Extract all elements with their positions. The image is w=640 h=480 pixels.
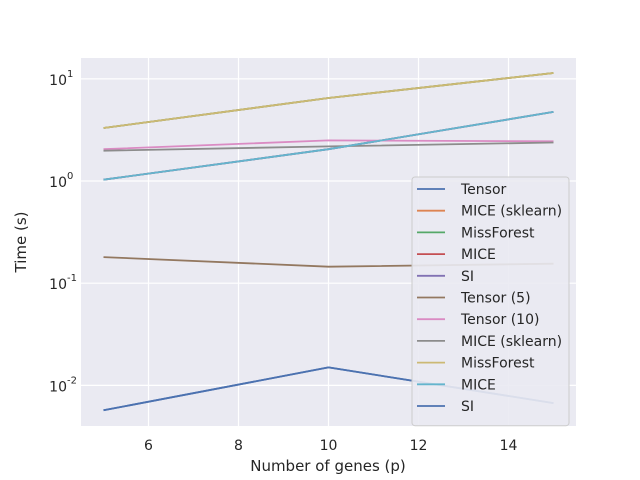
legend-label: Tensor (10) — [460, 312, 539, 328]
legend-label: Tensor — [460, 182, 507, 198]
series-line-8 — [103, 72, 554, 129]
x-tick-label: 14 — [500, 438, 518, 454]
legend-label: MICE — [461, 247, 496, 263]
legend-label: MICE (sklearn) — [461, 334, 562, 350]
legend-label: MissForest — [461, 225, 535, 241]
y-tick-label: 10 — [49, 277, 67, 293]
series-line-9 — [103, 111, 554, 181]
y-tick-label: 10 — [49, 379, 67, 395]
x-axis-label: Number of genes (p) — [250, 457, 406, 475]
legend-label: Tensor (5) — [460, 291, 531, 307]
legend: Tensor MICE (sklearn) MissForest MICE SI Tens… — [411, 176, 570, 427]
y-tick-exponent: -2 — [67, 375, 77, 386]
x-tick-label: 8 — [234, 438, 243, 454]
legend-box — [411, 176, 570, 427]
legend-label: MICE — [461, 377, 496, 393]
y-tick-label: 10 — [49, 73, 67, 89]
legend-label: MissForest — [461, 356, 535, 372]
legend-label: MICE (sklearn) — [461, 204, 562, 220]
legend-label: SI — [461, 269, 474, 285]
series-line-6 — [103, 139, 554, 151]
y-axis-label: Time (s) — [12, 212, 30, 274]
x-tick-label: 6 — [144, 438, 153, 454]
legend-label: SI — [461, 399, 474, 415]
x-tick-label: 12 — [410, 438, 428, 454]
y-tick-exponent: 1 — [67, 69, 73, 80]
y-tick-exponent: -1 — [67, 273, 77, 284]
x-tick-label: 10 — [320, 438, 338, 454]
y-tick-exponent: 0 — [67, 171, 73, 182]
y-tick-label: 10 — [49, 175, 67, 191]
series-line-7 — [103, 141, 554, 152]
